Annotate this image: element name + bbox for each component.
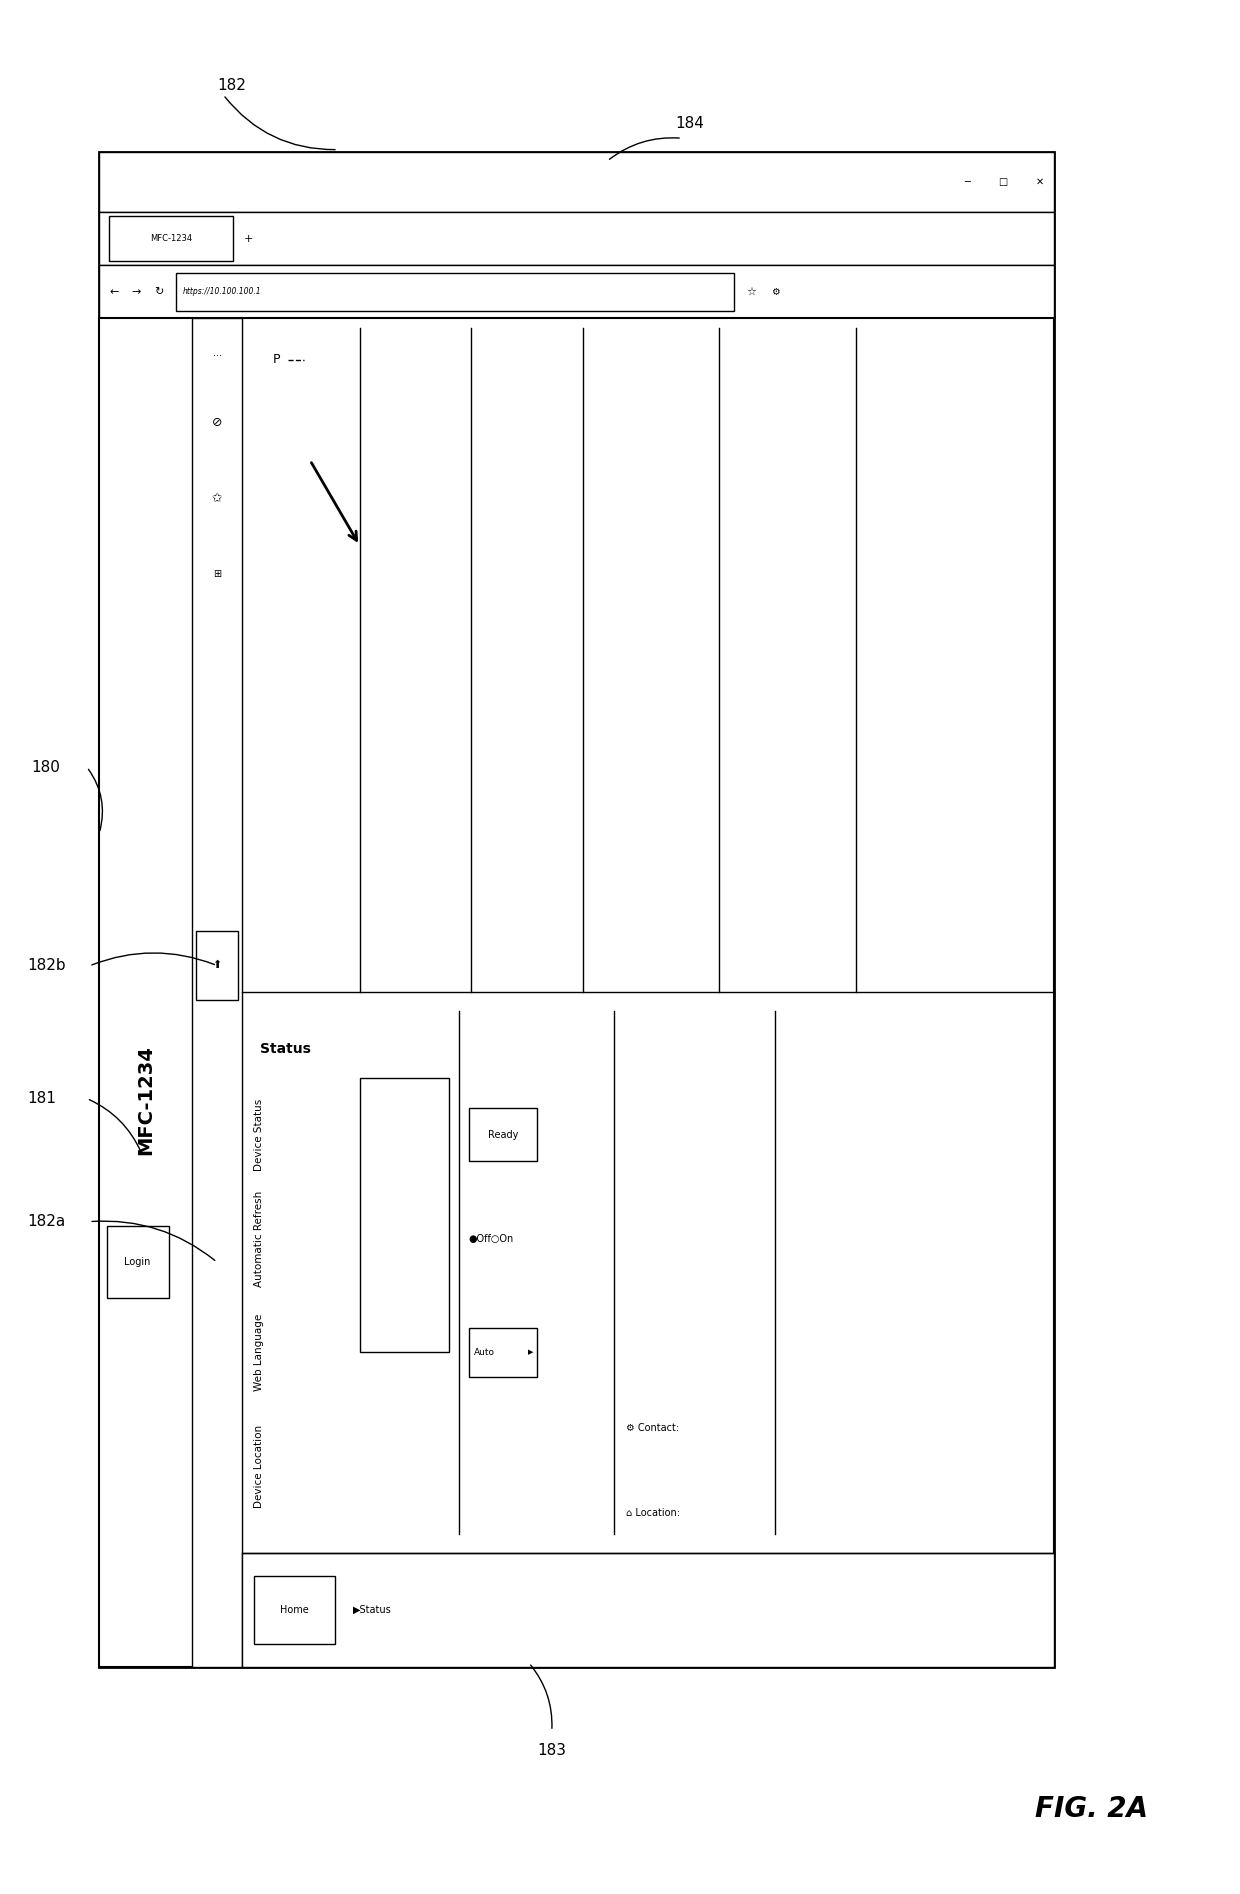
Bar xyxy=(109,216,233,261)
Text: ←: ← xyxy=(109,286,119,297)
Bar xyxy=(469,1328,537,1377)
Text: 183: 183 xyxy=(537,1742,567,1758)
Text: Device Location: Device Location xyxy=(254,1424,264,1508)
Bar xyxy=(360,1078,449,1352)
Text: ●Off○On: ●Off○On xyxy=(469,1233,513,1244)
Bar xyxy=(99,318,242,1667)
Text: 184: 184 xyxy=(676,116,704,131)
Bar xyxy=(176,273,734,311)
Bar xyxy=(99,152,1054,212)
Text: ↻: ↻ xyxy=(154,286,164,297)
Text: ⌂ Location:: ⌂ Location: xyxy=(626,1508,681,1519)
Bar xyxy=(192,318,242,1667)
Text: ⬆: ⬆ xyxy=(212,960,222,970)
Text: ☆: ☆ xyxy=(746,286,756,297)
Text: ⚙ Contact:: ⚙ Contact: xyxy=(626,1422,680,1434)
Text: ⊞: ⊞ xyxy=(213,568,221,580)
Bar xyxy=(242,318,1054,1667)
Bar xyxy=(99,265,1054,318)
Bar xyxy=(99,152,1054,1667)
Text: +: + xyxy=(243,233,253,244)
Text: https://10.100.100.1: https://10.100.100.1 xyxy=(182,288,260,295)
Text: Status: Status xyxy=(260,1042,311,1057)
Text: 182b: 182b xyxy=(27,958,66,974)
Text: Device Status: Device Status xyxy=(254,1099,264,1170)
Bar xyxy=(254,1576,335,1644)
Text: ▶: ▶ xyxy=(528,1349,533,1356)
Text: ⚙: ⚙ xyxy=(771,286,780,297)
Text: Auto: Auto xyxy=(474,1349,495,1356)
Text: 182a: 182a xyxy=(27,1214,66,1229)
Bar xyxy=(469,1108,537,1161)
Text: →: → xyxy=(131,286,141,297)
Text: 181: 181 xyxy=(27,1091,56,1106)
Text: 180: 180 xyxy=(31,759,60,775)
Text: ✕: ✕ xyxy=(1035,176,1044,188)
Text: ✩: ✩ xyxy=(212,492,222,504)
Text: Web Language: Web Language xyxy=(254,1314,264,1390)
Text: Home: Home xyxy=(280,1604,309,1616)
Text: Login: Login xyxy=(124,1258,151,1267)
Text: ···: ··· xyxy=(212,350,222,362)
Text: ─: ─ xyxy=(963,176,970,188)
Text: 182: 182 xyxy=(217,78,246,93)
Bar xyxy=(107,1225,169,1297)
Text: ⊘: ⊘ xyxy=(212,417,222,428)
Text: ▶Status: ▶Status xyxy=(353,1604,392,1616)
Text: MFC-1234: MFC-1234 xyxy=(150,235,192,242)
Bar xyxy=(196,932,238,1000)
Bar xyxy=(99,212,1054,265)
Text: Automatic Refresh: Automatic Refresh xyxy=(254,1191,264,1286)
Text: P: P xyxy=(273,354,280,366)
Text: MFC-1234: MFC-1234 xyxy=(136,1045,155,1155)
Bar xyxy=(242,1553,1054,1667)
Text: FIG. 2A: FIG. 2A xyxy=(1034,1796,1148,1822)
Text: Ready: Ready xyxy=(487,1129,518,1140)
Text: □: □ xyxy=(998,176,1007,188)
